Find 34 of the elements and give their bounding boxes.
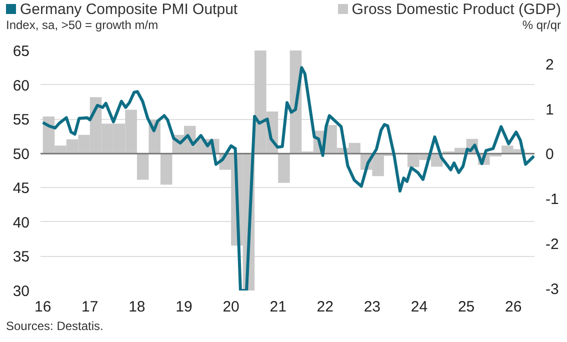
- x-tick-label: 23: [364, 298, 381, 316]
- legend-label: Gross Domestic Product (GDP): [350, 1, 561, 18]
- y2-tick-label: -3: [546, 280, 559, 298]
- bar: [278, 154, 290, 183]
- bar: [136, 154, 149, 180]
- y2-axis-title: % qr/qr: [521, 18, 561, 32]
- legend-label: Germany Composite PMI Output: [19, 1, 238, 18]
- y2-tick-label: -2: [546, 236, 559, 253]
- y-tick-label: 65: [12, 43, 30, 60]
- y-tick-label: 60: [12, 77, 30, 94]
- x-tick-label: 24: [410, 298, 428, 316]
- x-tick-label: 21: [270, 298, 286, 316]
- bar: [160, 154, 172, 185]
- y2-tick-label: 1: [546, 101, 554, 118]
- x-tick-label: 22: [316, 298, 334, 316]
- x-tick-label: 25: [458, 298, 475, 316]
- x-tick-label: 17: [82, 298, 98, 316]
- y-tick-label: 45: [12, 180, 30, 198]
- y2-tick-label: 2: [546, 56, 554, 74]
- y2-tick-label: -1: [546, 191, 559, 208]
- x-tick-label: 16: [34, 298, 52, 316]
- y2-tick-label: 0: [546, 146, 554, 164]
- line-series: [41, 66, 534, 290]
- y-tick-label: 55: [12, 112, 30, 129]
- x-tick-label: 19: [176, 298, 192, 316]
- y-tick-label: 40: [12, 214, 30, 232]
- y-tick-label: 30: [12, 283, 30, 300]
- x-tick-label: 18: [128, 298, 146, 316]
- x-tick-label: 26: [504, 298, 522, 316]
- y-tick-label: 50: [12, 146, 30, 163]
- y-axis-title: Index, sa, >50 = growth m/m: [6, 18, 160, 32]
- source-note: Sources: Destatis.: [6, 319, 104, 333]
- x-tick-label: 20: [222, 298, 240, 316]
- y-tick-label: 35: [12, 248, 30, 266]
